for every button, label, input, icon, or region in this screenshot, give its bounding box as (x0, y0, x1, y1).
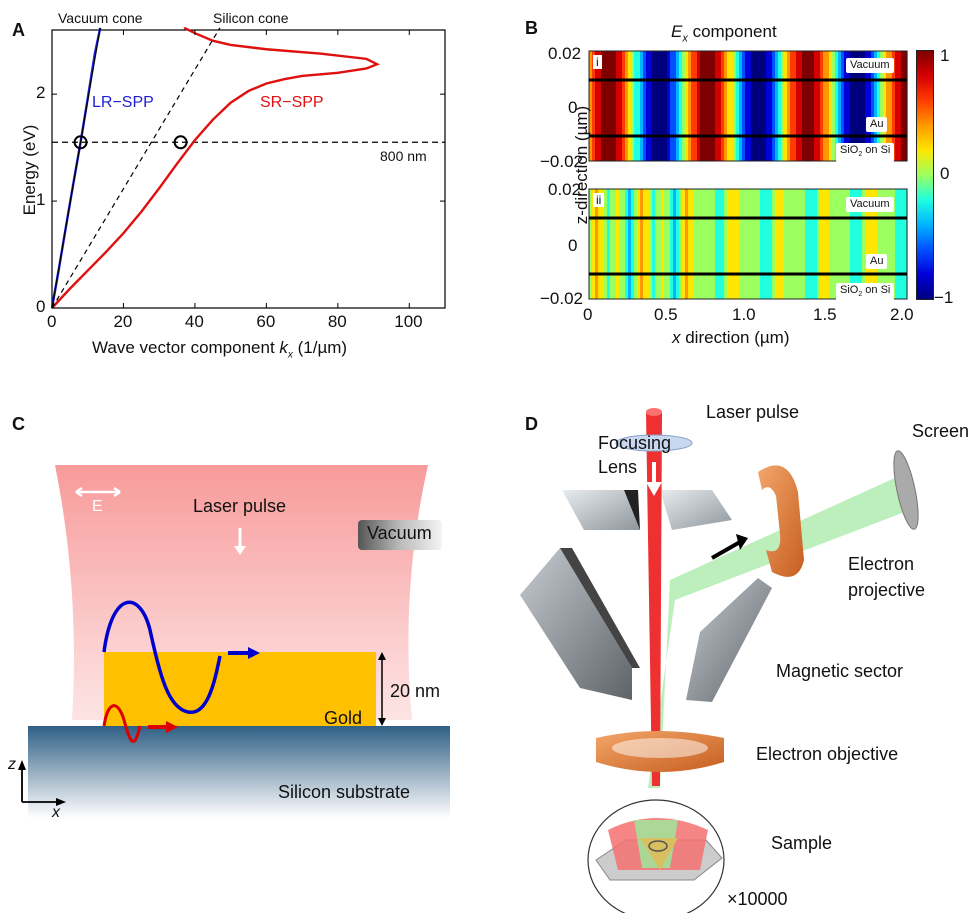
a-xtick-label: 0 (47, 312, 57, 331)
series-silicon-cone (51, 27, 221, 309)
sr-spp-label: SR−SPP (260, 94, 324, 111)
screen-label: Screen (912, 421, 970, 441)
a-ytick-label: 1 (36, 190, 46, 210)
map-x-axis-label: x direction (µm) (672, 328, 790, 347)
magnetic-sector-label: Magnetic sector (776, 661, 904, 681)
c-vacuum-label: Vacuum (367, 523, 432, 543)
pole-piece-top (562, 490, 640, 530)
colorbar-tick-min: −1 (934, 288, 954, 307)
focusing-lens-label: Focusing Lens (598, 433, 672, 477)
subpanel-i-label: i (593, 55, 602, 69)
panel-label-d: D (525, 414, 538, 434)
electron-projective-lens (758, 465, 804, 577)
map-ii-ytick-mid: 0 (568, 236, 578, 255)
laser-beam-d (646, 412, 662, 786)
map-i-ytick-mid: 0 (568, 98, 578, 117)
wavelength-label: 800 nm (380, 148, 427, 164)
subpanel-ii-label: ii (593, 193, 605, 207)
c-laser-pulse-label: Laser pulse (193, 496, 287, 516)
lr-spp-label: LR−SPP (92, 94, 154, 111)
colorbar (916, 50, 934, 300)
a-xtick-label: 40 (184, 312, 204, 331)
panel-label-c: C (12, 414, 25, 434)
x-axis-label: Wave vector component kx (1/µm) (92, 338, 348, 361)
electron-beam (648, 472, 910, 788)
electron-projective-label: Electron projective (848, 554, 926, 600)
map-xtick-05: 0.5 (654, 305, 678, 324)
screen (893, 450, 919, 530)
focusing-lens (615, 434, 693, 452)
map-ii-vacuum-label: Vacuum (846, 197, 894, 212)
d-laser-pulse-label: Laser pulse (706, 402, 800, 422)
e-field-label: E (92, 498, 103, 515)
map-xtick-15: 1.5 (813, 305, 837, 324)
pole-piece-top-right (660, 490, 732, 530)
map-xtick-20: 2.0 (890, 305, 914, 324)
map-i-sio2-label: SiO2 on Si (836, 143, 895, 163)
map-ii-ytick-bottom: −0.02 (540, 289, 584, 308)
map-xtick-10: 1.0 (732, 305, 756, 324)
sample-label: Sample (771, 833, 833, 853)
map-ii-ytick-top: 0.02 (548, 180, 582, 199)
a-xtick-label: 60 (256, 312, 276, 331)
field-map-i (588, 50, 908, 162)
a-ytick-label: 0 (36, 297, 46, 316)
map-y-axis-label: z-direction (µm) (572, 105, 591, 225)
vacuum-cone-label: Vacuum cone (58, 10, 143, 26)
vacuum-box (358, 520, 442, 550)
y-axis-label: Energy (eV) (20, 124, 39, 216)
marker-0 (73, 135, 88, 150)
sr-spp-wave (102, 704, 142, 743)
colorbar-tick-zero: 0 (940, 164, 950, 183)
a-xtick-label: 100 (394, 312, 423, 331)
dispersion-chart (50, 26, 446, 309)
axis-z-label: z (8, 756, 16, 773)
field-map-ii (588, 188, 908, 300)
map-i-ytick-bottom: −0.02 (540, 152, 584, 171)
substrate (28, 726, 450, 818)
field-map-title: Ex component (671, 22, 777, 45)
series-sr-spp (51, 26, 381, 309)
map-i-au-label: Au (866, 117, 888, 132)
e-field-arrow (75, 486, 121, 498)
colorbar-tick-max: 1 (940, 46, 950, 65)
pole-piece-right (686, 578, 772, 702)
substrate-label: Silicon substrate (278, 782, 411, 802)
electron-objective-label: Electron objective (756, 744, 899, 764)
map-ii-sio2-label: SiO2 on Si (836, 283, 895, 303)
a-xtick-label: 80 (327, 312, 347, 331)
plasmon-schematic (18, 465, 450, 818)
map-ii-au-label: Au (866, 254, 888, 269)
gold-film (104, 652, 376, 726)
laser-aperture (646, 408, 662, 416)
plot-frame (51, 29, 446, 309)
pole-piece-left (520, 548, 632, 700)
map-i-ytick-top: 0.02 (548, 44, 582, 63)
axis-arrows (21, 764, 62, 803)
a-xtick-label: 20 (113, 312, 133, 331)
panel-label-a: A (12, 20, 25, 40)
projection-arrow (711, 540, 741, 560)
series-vacuum-cone (51, 27, 101, 309)
gold-label: Gold (324, 708, 363, 728)
magnification-label: ×10000 (727, 889, 788, 909)
axis-x-label: x (52, 804, 60, 821)
silicon-cone-label: Silicon cone (213, 10, 289, 26)
map-i-vacuum-label: Vacuum (846, 58, 894, 73)
microscope-schematic (520, 408, 919, 913)
map-xtick-0: 0 (583, 305, 593, 324)
thickness-label: 20 nm (390, 681, 441, 701)
a-ytick-label: 2 (36, 83, 46, 103)
lr-spp-wave (102, 600, 222, 714)
panel-label-b: B (525, 18, 538, 38)
marker-1 (173, 135, 188, 150)
